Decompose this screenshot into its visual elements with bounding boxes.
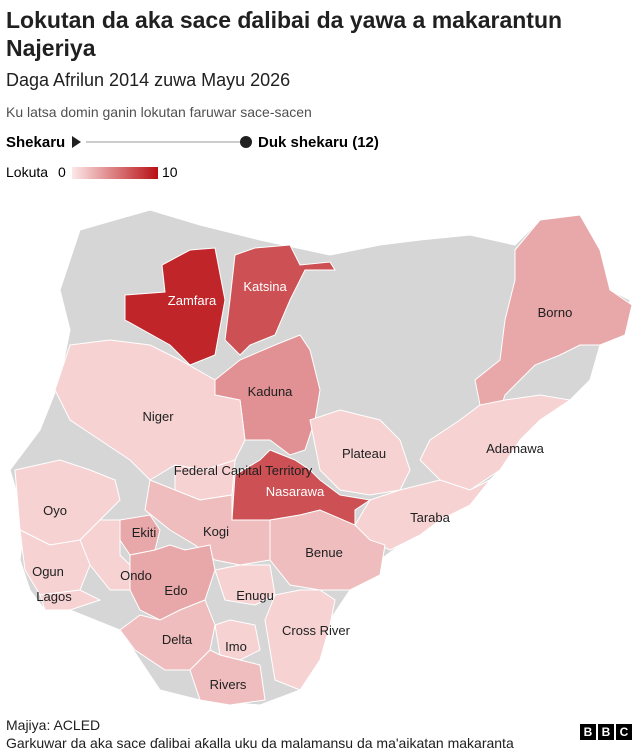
state [419,394,572,491]
state-label: Ekiti [132,525,157,540]
state-label: Ondo [120,568,152,583]
state-label: Oyo [43,503,67,518]
state-label: Katsina [243,279,287,294]
play-button[interactable] [72,136,81,148]
state [144,479,271,566]
state-label: Lagos [36,589,72,604]
state [224,244,336,356]
state-label: Kogi [203,524,229,539]
state-label: Niger [142,409,174,424]
slider-start-label: Shekaru [6,134,65,151]
legend-title: Lokuta [6,164,48,180]
map: Shekaru Duk shekaru (12) Lokuta 0 10 Zam… [6,134,633,706]
description: Ku latsa domin ganin lokutan faruwar sac… [6,104,312,120]
source: Majiya: ACLED [6,717,101,733]
state-label: Taraba [410,510,451,525]
state-label: Edo [164,583,187,598]
state [269,509,386,591]
state-label: Nasarawa [266,484,325,499]
slider-handle[interactable] [240,136,252,148]
state-label: Plateau [342,446,386,461]
legend-gradient [72,167,158,179]
state-label: Federal Capital Territory [174,463,313,478]
state [189,649,266,706]
state [264,589,336,691]
state-label: Adamawa [486,441,545,456]
slider-end-label: Duk shekaru (12) [258,134,379,151]
logo-letter: B [580,724,596,740]
state-label: Kaduna [248,384,294,399]
state-label: Cross River [282,623,351,638]
state [129,544,216,621]
title: Lokutan da aka sace ɗalibai da yawa a ma… [6,7,563,61]
state-label: Benue [305,545,343,560]
legend-min: 0 [58,164,66,180]
state-label: Imo [225,639,247,654]
state [309,409,411,496]
state [474,214,633,411]
logo-letter: B [598,724,614,740]
state-label: Enugu [236,588,274,603]
state [124,247,226,366]
state-label: Ogun [32,564,64,579]
legend-max: 10 [162,164,178,180]
subtitle: Daga Afrilun 2014 zuwa Mayu 2026 [6,70,291,90]
state-label: Rivers [210,677,247,692]
state-label: Delta [162,632,193,647]
logo-letter: C [616,724,632,740]
note: Garkuwar da aka sace ɗalibai aƙalla uku … [6,735,514,751]
state-label: Borno [538,305,573,320]
state-label: Zamfara [168,293,217,308]
state [19,529,91,596]
state [39,589,102,611]
